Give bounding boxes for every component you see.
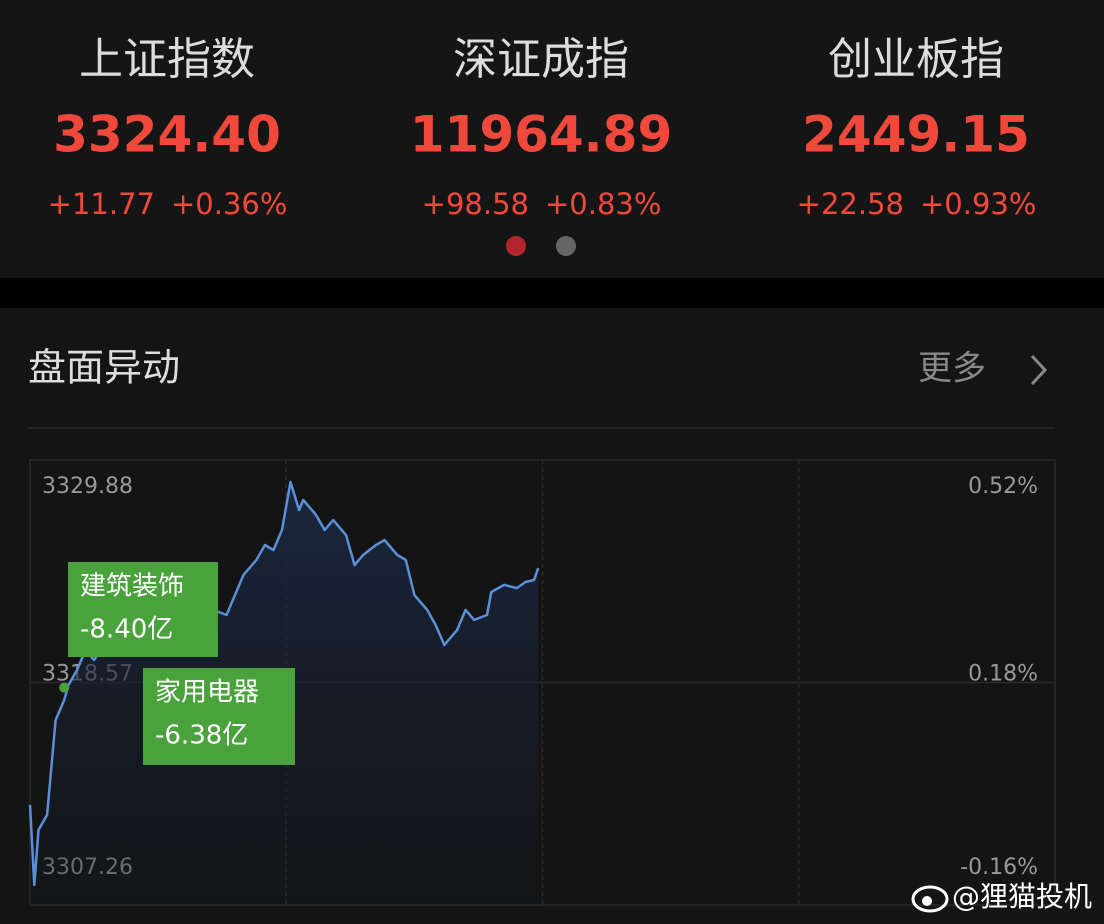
more-link[interactable]: 更多 [918, 349, 986, 389]
index-name: 深证成指 [453, 34, 629, 85]
page-dot[interactable] [556, 236, 576, 256]
annotation-box [68, 562, 218, 657]
index-panel [0, 0, 1104, 278]
index-pct: +0.93% [920, 187, 1036, 221]
annotation-box [143, 668, 295, 765]
index-price: 11964.89 [410, 106, 673, 164]
index-name: 上证指数 [79, 34, 255, 85]
index-pct: +0.83% [545, 187, 661, 221]
page-dot-active[interactable] [506, 236, 526, 256]
section-title: 盘面异动 [28, 346, 180, 390]
index-name: 创业板指 [828, 34, 1004, 85]
index-change: +98.58 [422, 187, 529, 221]
index-change: +22.58 [797, 187, 904, 221]
annotation-amount: -8.40亿 [80, 615, 173, 645]
annotation-label: 家用电器 [155, 678, 259, 708]
watermark: @狸猫投机 [911, 880, 1092, 913]
index-pct: +0.36% [171, 187, 287, 221]
annotation-dot [140, 562, 151, 573]
index-price: 2449.15 [802, 106, 1030, 164]
chevron[interactable] [1030, 354, 1048, 386]
index-price: 3324.40 [53, 106, 281, 164]
annotation-dot [59, 682, 70, 693]
annotation-label: 建筑装饰 [80, 572, 184, 602]
y2-tick-label: -0.16% [960, 855, 1038, 880]
annotation-amount: -6.38亿 [155, 721, 248, 751]
y2-tick-label: 0.18% [968, 662, 1038, 687]
y-tick-label: 3329.88 [42, 474, 133, 499]
index-change: +11.77 [48, 187, 155, 221]
y2-tick-label: 0.52% [968, 474, 1038, 499]
watermark-text: @狸猫投机 [952, 880, 1092, 913]
